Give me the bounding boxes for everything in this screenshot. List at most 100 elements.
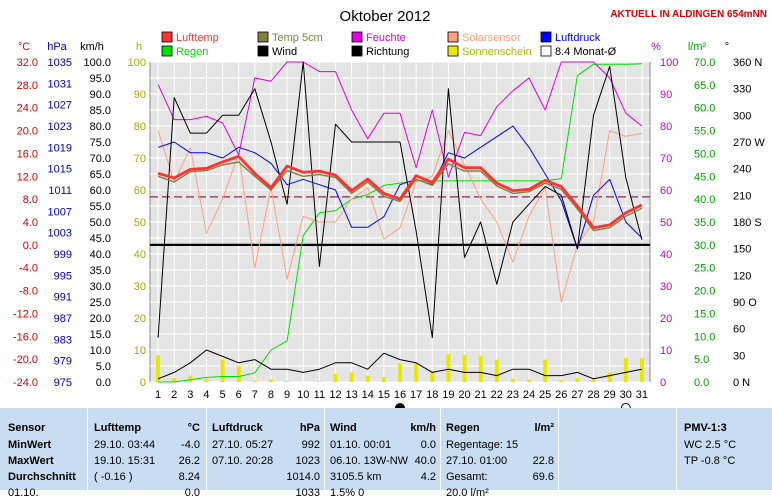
sunshine-bar — [623, 358, 628, 382]
humidity-tick-label: 80 — [660, 121, 672, 133]
regen-days: Regentage: 15 — [446, 439, 519, 451]
direction-tick-label: 210 — [733, 190, 751, 202]
pressure-tick-label: 987 — [54, 313, 72, 325]
wind-partial: 1.5% 0 — [330, 487, 365, 499]
wind-tick-label: 70.0 — [90, 153, 111, 165]
sun-tick-label: 30 — [134, 281, 146, 293]
sunshine-bar — [527, 379, 532, 382]
legend-swatch — [161, 31, 173, 43]
pressure-tick-label: 999 — [54, 249, 72, 261]
wind-tick-label: 100.0 — [83, 57, 111, 69]
sunshine-bar — [607, 372, 612, 382]
regen-partial: 20.0 l/m² — [446, 487, 489, 499]
legend-label: Feuchte — [366, 32, 406, 44]
direction-tick-label: 330 — [733, 84, 751, 96]
lufttemp-min-value: -4.0 — [181, 439, 200, 451]
ground-temp-line — [157, 161, 643, 232]
full-moon-icon — [620, 403, 631, 408]
lufttemp-unit: °C — [187, 422, 200, 434]
luftdruck-title: Luftdruck — [212, 422, 263, 434]
legend-label: Regen — [176, 46, 208, 58]
legend-swatch — [257, 45, 269, 57]
air-temp-line — [157, 154, 643, 230]
temp-tick-label: -12.0 — [13, 308, 38, 320]
humidity-tick-label: 0 — [660, 377, 666, 389]
day-tick-label: 25 — [539, 389, 551, 401]
direction-tick-label: 0 N — [733, 377, 750, 389]
sun-tick-label: 10 — [134, 345, 146, 357]
temp-tick-label: -20.0 — [13, 354, 38, 366]
sensor-column: Sensor MinWert MaxWert Durchschnitt 01.1… — [8, 408, 88, 499]
legend-label: 8.4 Monat-Ø — [555, 46, 617, 58]
day-tick-label: 27 — [571, 389, 583, 401]
direction-tick-label: 360 N — [733, 57, 762, 69]
rain-tick-label: 55.0 — [694, 126, 715, 138]
sunshine-bar — [220, 359, 225, 382]
sun-tick-label: 50 — [134, 217, 146, 229]
lufttemp-average: 8.24 — [178, 471, 200, 483]
rain-tick-label: 35.0 — [694, 217, 715, 229]
lufttemp-max-time: 19.10. 15:31 — [94, 455, 156, 467]
wind-tick-label: 45.0 — [90, 233, 111, 245]
sunshine-bar — [204, 378, 209, 382]
direction-tick-label: 180 S — [733, 217, 762, 229]
sunshine-bar — [333, 374, 338, 382]
legend-label: Sonnenschein — [462, 46, 532, 58]
day-tick-label: 30 — [620, 389, 632, 401]
humidity-tick-label: 70 — [660, 153, 672, 165]
chart-title: Oktober 2012 — [340, 8, 431, 25]
day-tick-label: 4 — [203, 389, 209, 401]
sunshine-bar — [172, 378, 177, 382]
wind-tick-label: 80.0 — [90, 121, 111, 133]
regen-total-label: Gesamt: — [446, 471, 488, 483]
plot-area — [150, 61, 650, 383]
wind-tick-label: 35.0 — [90, 265, 111, 277]
divider — [440, 408, 441, 490]
day-tick-label: 29 — [604, 389, 616, 401]
sunshine-bar — [285, 381, 290, 382]
divider — [324, 408, 325, 490]
luftdruck-max-value: 1023 — [295, 455, 320, 467]
luftdruck-average: 1014.0 — [286, 471, 320, 483]
kmh-header: km/h — [80, 41, 104, 53]
sunshine-bar — [543, 359, 548, 382]
wind-tick-label: 20.0 — [90, 313, 111, 325]
temp-tick-label: 24.0 — [17, 103, 38, 115]
lufttemp-trend: ( -0.16 ) — [94, 471, 133, 483]
wind-tick-label: 60.0 — [90, 185, 111, 197]
sunshine-bar — [446, 353, 451, 382]
day-tick-label: 2 — [171, 389, 177, 401]
regen-total-value: 69.6 — [532, 471, 554, 483]
luftdruck-min-value: 992 — [301, 439, 320, 451]
pressure-tick-label: 1015 — [48, 164, 72, 176]
divider — [87, 408, 88, 490]
temp-tick-label: -4.0 — [19, 263, 38, 275]
legend-label: Wind — [272, 46, 297, 58]
wind-tick-label: 5.0 — [96, 361, 111, 373]
deg-header: ° — [725, 41, 729, 53]
humidity-tick-label: 50 — [660, 217, 672, 229]
direction-tick-label: 240 — [733, 164, 751, 176]
statistics-panel: Sensor MinWert MaxWert Durchschnitt 01.1… — [0, 408, 772, 499]
lufttemp-title: Lufttemp — [94, 422, 142, 434]
rain-tick-label: 50.0 — [694, 148, 715, 160]
temp-tick-label: 0.0 — [23, 240, 38, 252]
regen-max-value: 22.8 — [532, 455, 554, 467]
rain-tick-label: 15.0 — [694, 308, 715, 320]
lufttemp-max-value: 26.2 — [178, 455, 200, 467]
humidity-line — [157, 61, 643, 178]
rain-tick-label: 40.0 — [694, 194, 715, 206]
pressure-tick-label: 1027 — [48, 100, 72, 112]
sunshine-bar — [381, 377, 386, 382]
humidity-tick-label: 40 — [660, 249, 672, 261]
day-tick-label: 6 — [236, 389, 242, 401]
new-moon-icon — [395, 403, 405, 408]
sunshine-bar — [398, 362, 402, 382]
sunshine-bar — [252, 380, 257, 382]
pressure-tick-label: 979 — [54, 356, 72, 368]
humidity-tick-label: 20 — [660, 313, 672, 325]
direction-tick-label: 60 — [733, 324, 745, 336]
temp-tick-label: 4.0 — [23, 217, 38, 229]
humidity-tick-label: 100 — [660, 57, 678, 69]
